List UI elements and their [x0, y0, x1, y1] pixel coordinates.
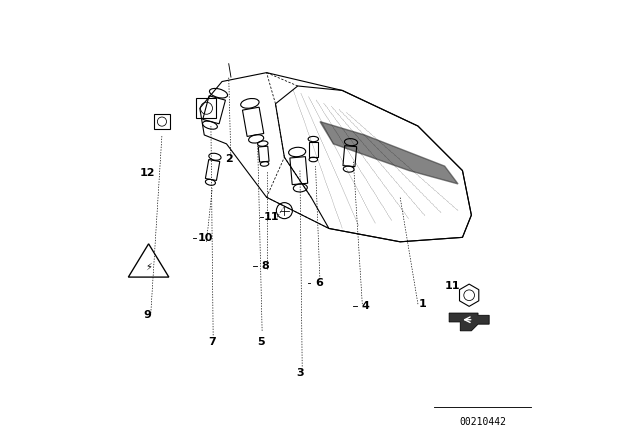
Text: 9: 9	[144, 310, 152, 320]
Text: 10: 10	[198, 233, 213, 243]
Text: 2: 2	[225, 155, 232, 164]
Text: 6: 6	[315, 278, 323, 288]
Text: 11: 11	[445, 281, 460, 291]
Text: 8: 8	[262, 261, 269, 271]
Text: 5: 5	[257, 337, 265, 347]
Polygon shape	[320, 121, 458, 184]
Text: 00210442: 00210442	[459, 417, 506, 427]
Text: ⚡: ⚡	[145, 261, 152, 271]
Text: 11: 11	[264, 212, 280, 222]
Text: 3: 3	[296, 368, 304, 378]
Text: 4: 4	[362, 302, 370, 311]
Text: 7: 7	[209, 337, 216, 347]
Polygon shape	[449, 313, 489, 331]
Text: 12: 12	[140, 168, 155, 178]
Text: 1: 1	[419, 299, 426, 309]
